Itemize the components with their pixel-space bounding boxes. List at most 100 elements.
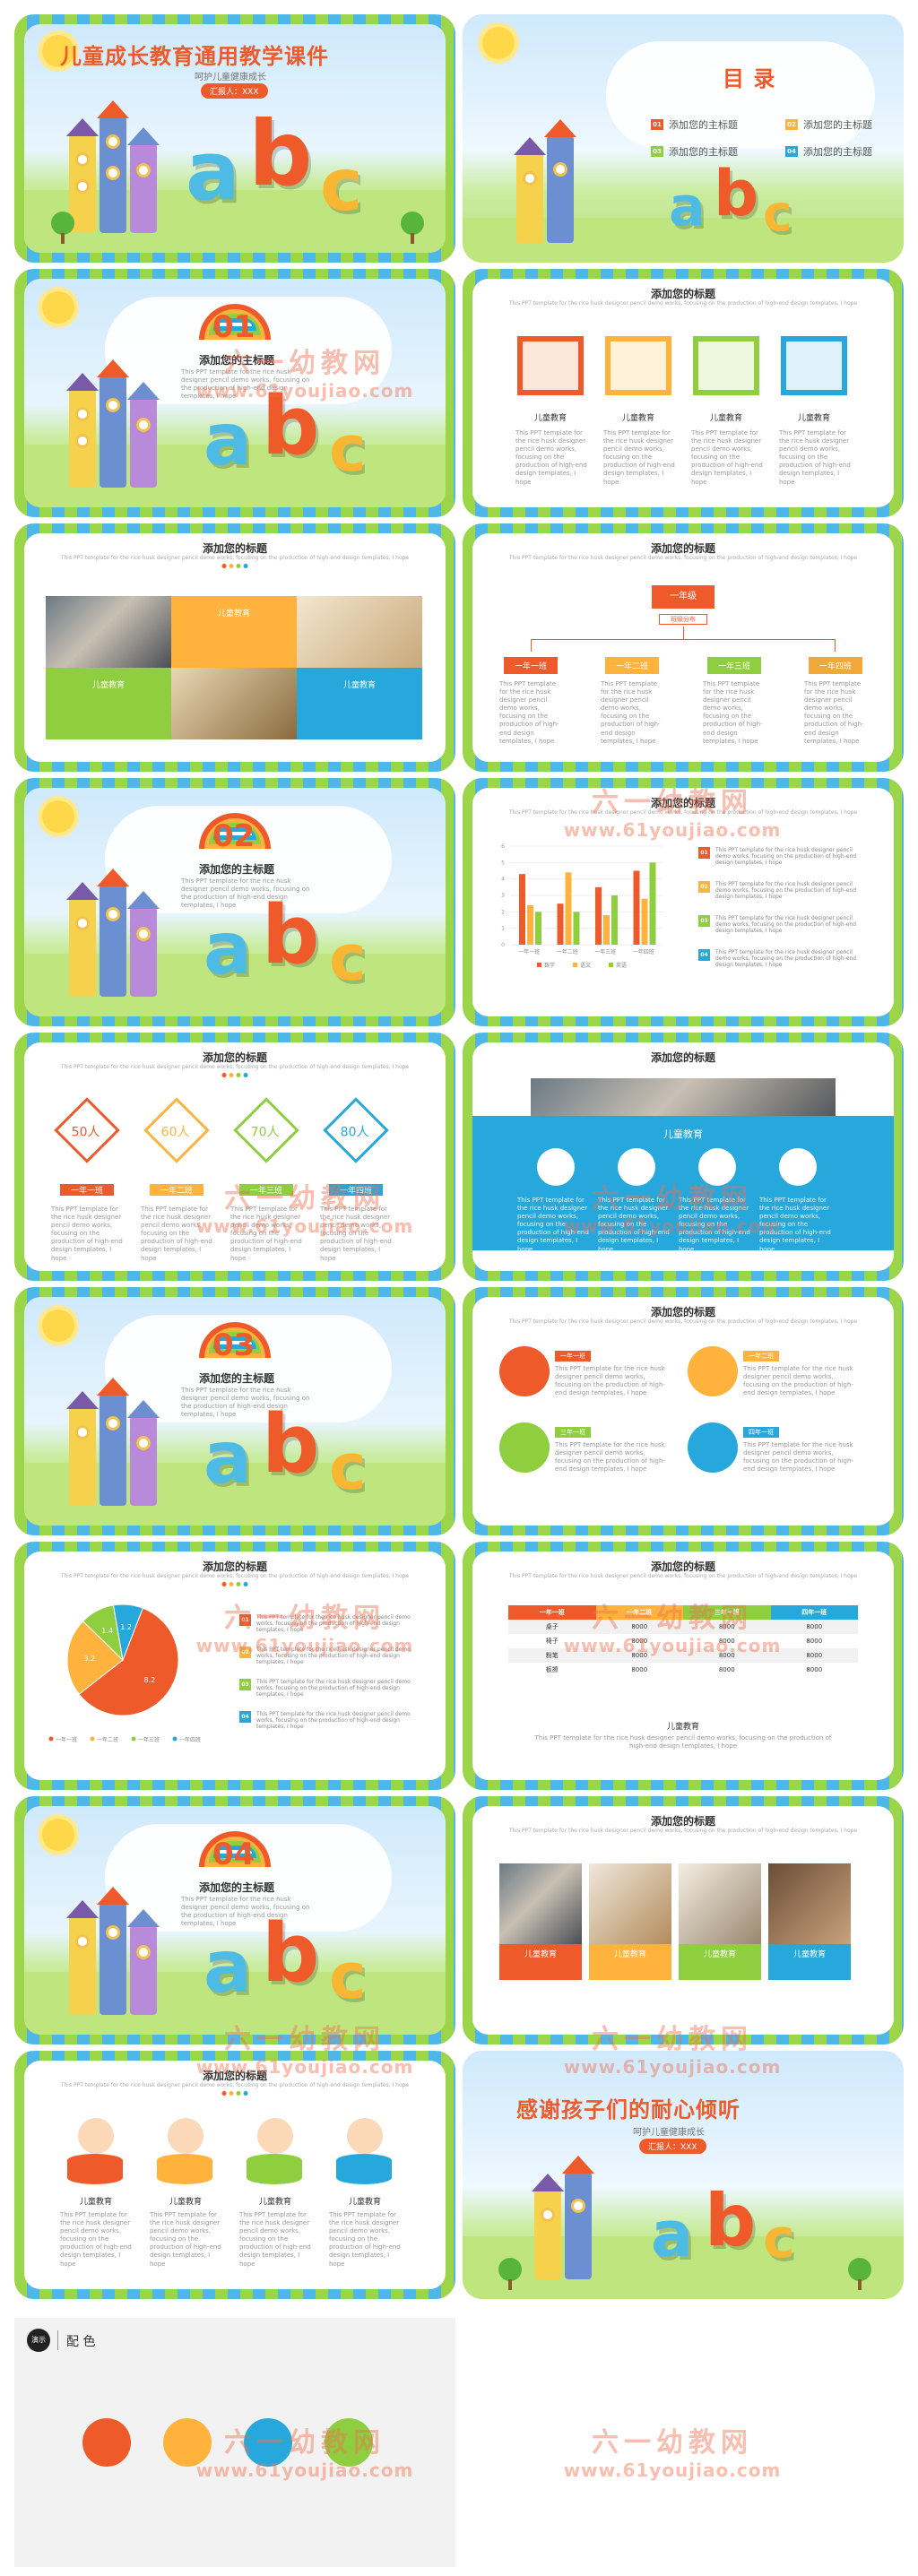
- person-icon: [618, 1148, 655, 1186]
- slide-frames[interactable]: 添加您的标题 This PPT template for the rice hu…: [463, 269, 904, 517]
- slide-photos[interactable]: 添加您的标题 This PPT template for the rice hu…: [463, 1796, 904, 2044]
- table-header: 一年一班: [508, 1605, 596, 1620]
- cylinder: [67, 2154, 123, 2184]
- letter-c-icon: c: [329, 1431, 367, 1504]
- kid-tag: 四年一班: [743, 1427, 779, 1438]
- toc-item-4[interactable]: 04 添加您的主标题: [785, 144, 872, 159]
- toc-item-1[interactable]: 01 添加您的主标题: [651, 117, 738, 132]
- color-dots: [221, 1582, 248, 1586]
- castle-icon: [514, 137, 546, 243]
- sun-icon: [42, 35, 74, 67]
- icon-desc: This PPT template for the rice husk desi…: [759, 1197, 831, 1253]
- letter-c-icon: c: [763, 2208, 795, 2270]
- slide-desc: This PPT template for the rice husk desi…: [508, 555, 858, 561]
- pencils-photo: [589, 1863, 671, 1944]
- table-cell: 8000: [806, 1638, 823, 1645]
- slide-toc[interactable]: 目 录 01 添加您的主标题 02 添加您的主标题 03 添加您的主标题 04 添加您的…: [463, 14, 904, 263]
- slide-section-04[interactable]: 04 添加您的主标题 This PPT template for the ric…: [14, 1796, 455, 2044]
- banner-title: 儿童教育: [663, 1128, 703, 1140]
- library-photo: [499, 1863, 582, 1944]
- pie-value-label: 1.4: [101, 1627, 113, 1635]
- pie-chart: 8.2 3.2 1.4 1.2 一年一班 一年二班 一年三班 一年四班: [48, 1604, 201, 1743]
- castle-icon: [97, 1378, 129, 1506]
- letter-c-icon: c: [329, 412, 367, 486]
- frame-4: [781, 336, 847, 395]
- toc-num: 03: [651, 146, 663, 157]
- cylinder: [336, 2154, 392, 2184]
- pie-slice: [78, 1607, 179, 1716]
- frame-2: [605, 336, 671, 395]
- block-label: 儿童教育: [91, 681, 125, 690]
- kid-avatar: [499, 1422, 550, 1473]
- tree-icon: [848, 2258, 871, 2290]
- slide-pie-chart[interactable]: 添加您的标题 This PPT template for the rice hu…: [14, 1542, 455, 1790]
- icon-desc: This PPT template for the rice husk desi…: [598, 1197, 670, 1253]
- bar: [649, 862, 656, 945]
- section-title: 添加您的主标题: [199, 354, 275, 367]
- frame-1: [517, 336, 584, 395]
- section-number: 04: [212, 1837, 255, 1872]
- kid-tag: 三年一班: [555, 1427, 591, 1438]
- legend-text: This PPT template for the rice husk desi…: [256, 1711, 411, 1730]
- kid-desc: This PPT template for the rice husk desi…: [743, 1365, 853, 1397]
- toc-item-2[interactable]: 02 添加您的主标题: [785, 117, 872, 132]
- org-child: 一年四班: [809, 657, 862, 674]
- sun-icon: [42, 800, 74, 833]
- castle-icon: [127, 127, 160, 233]
- castle-icon: [532, 2174, 564, 2279]
- bar: [573, 912, 580, 945]
- block-blue: [297, 668, 422, 739]
- x-tick-label: 一年二班: [557, 948, 578, 955]
- palette-panel: 演示 配 色: [14, 2318, 455, 2567]
- letter-a-icon: a: [186, 125, 240, 219]
- stat-diamond: 80人: [323, 1097, 389, 1163]
- slide-icons[interactable]: 添加您的标题 儿童教育 This PPT template for the ri…: [463, 1033, 904, 1281]
- slide-org-chart[interactable]: 添加您的标题 This PPT template for the rice hu…: [463, 523, 904, 772]
- slide-section-02[interactable]: 02 添加您的主标题 This PPT template for the ric…: [14, 778, 455, 1026]
- bar: [633, 870, 640, 945]
- toc-item-3[interactable]: 03 添加您的主标题: [651, 144, 738, 159]
- slide-blocks[interactable]: 添加您的标题 This PPT template for the rice hu…: [14, 523, 455, 772]
- letter-c-icon: c: [329, 921, 367, 995]
- pie-legend-label: 一年三班: [138, 1736, 160, 1743]
- letter-a-icon: a: [669, 176, 706, 238]
- watermark-url: www.61youjiao.com: [563, 2459, 782, 2481]
- stat-label: 一年一班: [60, 1184, 114, 1196]
- table-cell: 8000: [718, 1623, 735, 1630]
- table-cell: 8000: [631, 1652, 648, 1659]
- y-tick-label: 3: [501, 893, 505, 899]
- sun-icon: [42, 1310, 74, 1342]
- letter-b-icon: b: [262, 379, 320, 473]
- letter-c-icon: c: [329, 1940, 367, 2013]
- cover-subtitle: 呵护儿童健康成长: [195, 73, 266, 82]
- slide-kids[interactable]: 添加您的标题 This PPT template for the rice hu…: [14, 2051, 455, 2299]
- slide-section-01[interactable]: 01 添加您的主标题 This PPT template for the ric…: [14, 269, 455, 517]
- toc-title: 目 录: [723, 66, 776, 91]
- castle-icon: [544, 119, 576, 243]
- org-desc: This PPT template for the rice husk desi…: [499, 680, 559, 745]
- bar: [519, 874, 525, 945]
- kid-label: 儿童教育: [348, 2198, 381, 2207]
- pie-slice: [66, 1621, 124, 1695]
- slide-title: 添加您的标题: [202, 1560, 267, 1573]
- toc-label: 添加您的主标题: [803, 146, 872, 158]
- frame-label: 儿童教育: [533, 414, 567, 423]
- table-desc: This PPT template for the rice husk desi…: [534, 1734, 832, 1750]
- color-dots: [221, 564, 248, 568]
- kid-figure: [347, 2118, 383, 2154]
- frame-desc: This PPT template for the rice husk desi…: [779, 429, 851, 486]
- table-cell: 8000: [806, 1652, 823, 1659]
- section-title: 添加您的主标题: [199, 1881, 275, 1894]
- slide-table[interactable]: 添加您的标题 This PPT template for the rice hu…: [463, 1542, 904, 1790]
- slide-diamonds[interactable]: 添加您的标题 This PPT template for the rice hu…: [14, 1033, 455, 1281]
- toc-num: 02: [785, 119, 798, 130]
- slide-kids-list[interactable]: 添加您的标题 This PPT template for the rice hu…: [463, 1287, 904, 1535]
- photo-caption: 儿童教育: [589, 1944, 671, 1980]
- slide-thanks[interactable]: 感谢孩子们的耐心倾听 呵护儿童健康成长 汇报人：XXX a b c: [463, 2051, 904, 2299]
- section-number: 03: [212, 1327, 255, 1363]
- slide-section-03[interactable]: 03 添加您的主标题 This PPT template for the ric…: [14, 1287, 455, 1535]
- slide-bar-chart[interactable]: 添加您的标题 This PPT template for the rice hu…: [463, 778, 904, 1026]
- slide-cover[interactable]: 儿童成长教育通用教学课件 呵护儿童健康成长 汇报人：XXX a b c: [14, 14, 455, 263]
- photo-caption: 儿童教育: [499, 1944, 582, 1980]
- letter-b-icon: b: [262, 888, 320, 982]
